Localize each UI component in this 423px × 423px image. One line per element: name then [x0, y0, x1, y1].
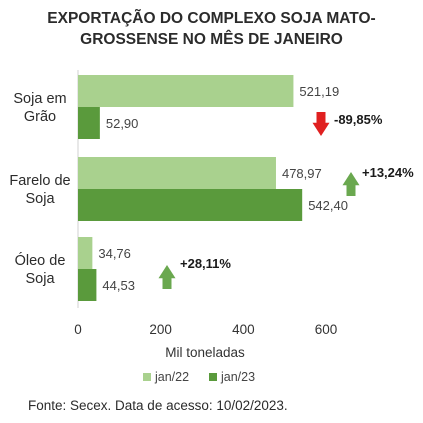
category-label: Farelo de Soja [9, 173, 70, 207]
data-label: 44,53 [102, 278, 135, 293]
bar-jan-22 [78, 237, 93, 269]
bar-chart: Soja em Grão 521,19 52,90 Farelo de Soja 478,9… [9, 70, 414, 384]
category-label: Óleo de Soja [15, 252, 66, 287]
x-tick-label: 600 [315, 322, 338, 337]
legend-label: jan/23 [220, 370, 255, 384]
change-label: +28,11% [180, 256, 231, 271]
arrow-up-icon [342, 172, 360, 196]
category-label-line: Farelo de [9, 173, 70, 189]
category-label-line: Grão [24, 109, 56, 125]
x-axis-label: Mil toneladas [165, 345, 245, 360]
arrow-down-icon [312, 112, 330, 136]
bar-jan-22 [78, 75, 294, 107]
bar-jan-22 [78, 157, 276, 189]
x-tick-label: 400 [232, 322, 255, 337]
x-tick-label: 200 [149, 322, 172, 337]
category-label-line: Soja em [13, 91, 66, 107]
category-label-line: Soja [25, 191, 55, 207]
change-label: +13,24% [362, 165, 414, 180]
arrow-up-icon [158, 265, 176, 289]
bar-jan-23 [78, 189, 303, 221]
legend-swatch [143, 373, 151, 381]
data-label: 52,90 [106, 116, 139, 131]
source-footer: Fonte: Secex. Data de acesso: 10/02/2023… [28, 398, 288, 413]
category-label: Soja em Grão [13, 91, 66, 125]
category-label-line: Soja [25, 271, 55, 287]
bar-jan-23 [78, 107, 100, 139]
data-label: 521,19 [299, 84, 339, 99]
change-label: -89,85% [334, 112, 383, 127]
legend-label: jan/22 [154, 370, 189, 384]
bar-jan-23 [78, 269, 97, 301]
chart-title: EXPORTAÇÃO DO COMPLEXO SOJA MATO- GROSSE… [0, 8, 423, 50]
data-label: 34,76 [98, 246, 131, 261]
chart-title-line-1: EXPORTAÇÃO DO COMPLEXO SOJA MATO- [47, 10, 376, 27]
x-tick-label: 0 [74, 322, 82, 337]
legend-swatch [209, 373, 217, 381]
data-label: 478,97 [282, 166, 322, 181]
chart-title-line-2: GROSSENSE NO MÊS DE JANEIRO [80, 31, 343, 48]
category-label-line: Óleo de [15, 252, 66, 269]
data-label: 542,40 [308, 198, 348, 213]
